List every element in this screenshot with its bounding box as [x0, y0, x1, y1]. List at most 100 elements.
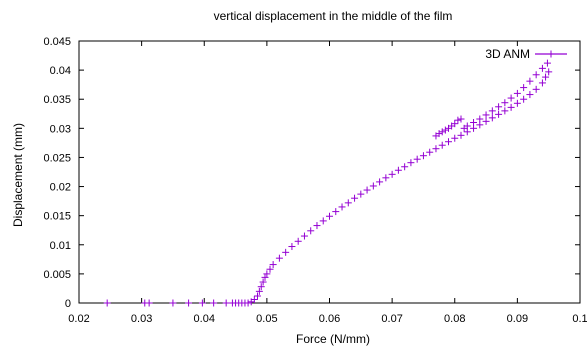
legend-marker	[547, 50, 555, 58]
data-point	[513, 99, 521, 107]
data-point	[532, 71, 540, 79]
x-tick-label: 0.03	[131, 313, 152, 325]
data-point	[103, 299, 111, 307]
data-point	[438, 128, 446, 136]
data-point	[438, 141, 446, 149]
data-point	[376, 178, 384, 186]
data-point	[526, 77, 534, 85]
data-point	[275, 254, 283, 262]
data-point	[338, 203, 346, 211]
data-point	[444, 138, 452, 146]
data-point	[255, 287, 263, 295]
data-point	[495, 103, 503, 111]
data-point	[507, 94, 515, 102]
data-point	[538, 79, 546, 87]
x-tick-label: 0.07	[381, 313, 402, 325]
data-point	[363, 186, 371, 194]
data-point	[351, 194, 359, 202]
data-point	[501, 107, 509, 115]
data-point	[441, 126, 449, 134]
y-tick-label: 0.015	[43, 211, 71, 223]
y-tick-label: 0.045	[43, 36, 71, 48]
data-point	[413, 155, 421, 163]
data-point	[457, 131, 465, 139]
data-point	[300, 232, 308, 240]
x-axis-label: Force (N/mm)	[296, 332, 370, 346]
x-tick-label: 0.06	[319, 313, 340, 325]
x-tick-label: 0.05	[256, 313, 277, 325]
data-point	[313, 222, 321, 230]
data-point	[401, 163, 409, 171]
data-point	[394, 166, 402, 174]
x-tick-label: 0.09	[507, 313, 528, 325]
data-point	[495, 110, 503, 118]
data-point	[470, 119, 478, 127]
data-point	[198, 299, 206, 307]
data-point	[444, 124, 452, 132]
data-point	[520, 84, 528, 92]
data-point	[326, 212, 333, 220]
data-point	[222, 299, 230, 307]
data-point	[426, 148, 434, 156]
data-point	[407, 159, 415, 167]
data-point	[357, 190, 365, 198]
data-point	[319, 217, 327, 225]
y-tick-label: 0.005	[43, 269, 71, 281]
chart-title: vertical displacement in the middle of t…	[214, 9, 453, 23]
data-point	[482, 117, 490, 125]
data-point	[250, 296, 258, 304]
y-tick-label: 0.03	[50, 123, 71, 135]
data-point	[543, 59, 551, 67]
data-point	[344, 199, 352, 207]
y-tick-label: 0.01	[50, 240, 71, 252]
data-point	[332, 208, 340, 216]
data-point	[482, 111, 490, 119]
data-point	[432, 132, 440, 140]
data-point	[488, 107, 496, 115]
data-point	[460, 124, 468, 132]
x-tick-label: 0.04	[194, 313, 215, 325]
data-point	[261, 273, 269, 281]
data-point	[244, 299, 252, 307]
data-point	[269, 261, 277, 269]
data-point	[253, 292, 261, 300]
x-tick-label: 0.08	[444, 313, 465, 325]
legend-label: 3D ANM	[485, 47, 530, 61]
data-point	[520, 95, 528, 103]
data-point	[432, 145, 440, 153]
y-tick-label: 0.035	[43, 94, 71, 106]
data-point	[532, 85, 540, 93]
data-point	[388, 170, 396, 178]
y-axis-label: Displacement (mm)	[11, 123, 25, 227]
data-point	[501, 99, 509, 107]
data-point	[542, 73, 550, 81]
data-point	[169, 299, 177, 307]
data-point	[538, 64, 546, 72]
x-tick-label: 0.02	[68, 313, 89, 325]
data-point	[382, 174, 390, 182]
y-tick-label: 0	[65, 298, 71, 310]
data-point	[263, 270, 271, 278]
y-tick-label: 0.04	[50, 65, 71, 77]
data-point	[257, 283, 265, 291]
data-point	[210, 299, 218, 307]
data-point	[457, 115, 465, 123]
data-point	[259, 278, 267, 286]
data-point	[369, 182, 377, 190]
data-point	[307, 227, 315, 235]
y-tick-label: 0.02	[50, 182, 71, 194]
data-point	[282, 248, 290, 256]
data-point	[145, 299, 153, 307]
plot-frame	[78, 40, 581, 304]
data-point	[513, 89, 521, 97]
data-point	[294, 237, 302, 245]
data-point	[266, 265, 274, 273]
data-point	[488, 114, 496, 122]
legend: 3D ANM	[485, 47, 567, 61]
data-point	[545, 68, 553, 76]
x-tick-label: 0.1	[572, 313, 587, 325]
data-points	[103, 59, 553, 307]
data-point	[451, 134, 459, 142]
data-point	[454, 116, 462, 124]
